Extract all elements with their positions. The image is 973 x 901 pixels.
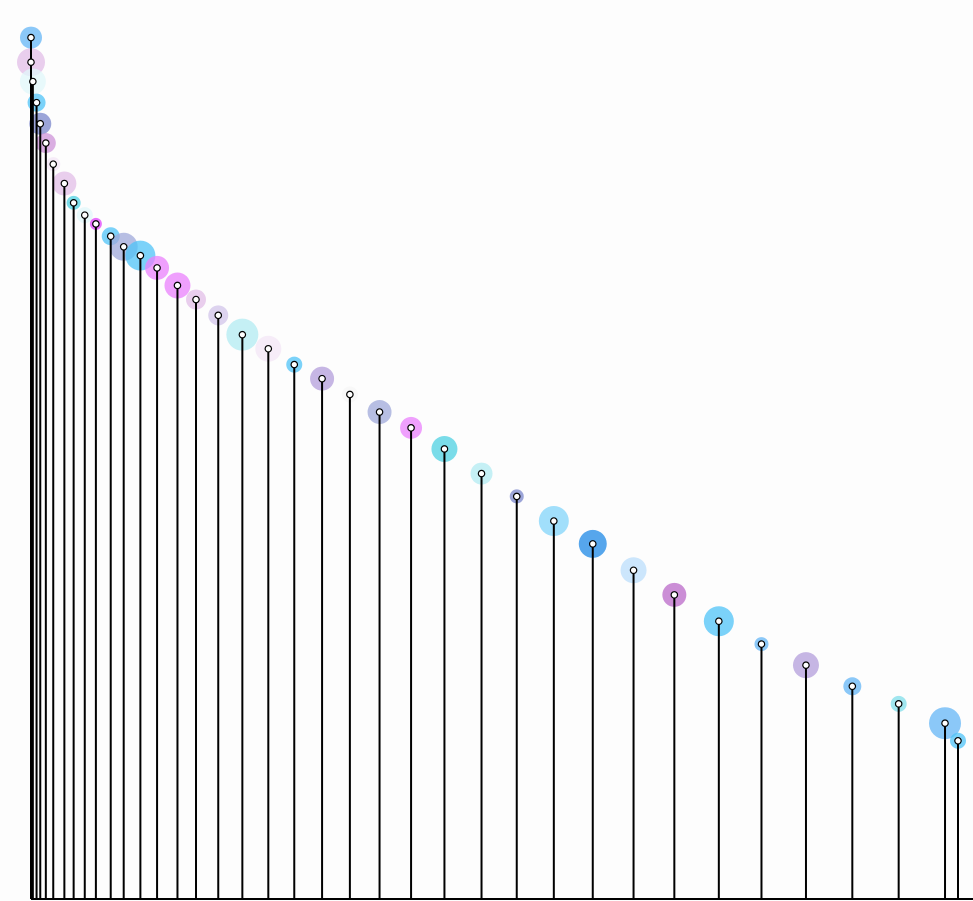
data-point-marker bbox=[238, 330, 247, 339]
data-point-marker bbox=[36, 119, 45, 128]
markers-group bbox=[27, 33, 962, 745]
data-point-marker bbox=[27, 33, 35, 42]
data-point-marker bbox=[477, 469, 486, 478]
data-point-marker bbox=[440, 445, 449, 453]
data-point-marker bbox=[27, 58, 35, 66]
data-point-marker bbox=[894, 700, 903, 708]
data-point-marker bbox=[848, 682, 857, 691]
data-point-marker bbox=[69, 199, 78, 207]
data-point-marker bbox=[173, 281, 182, 290]
data-point-marker bbox=[670, 591, 679, 599]
data-point-marker bbox=[264, 344, 273, 353]
data-point-marker bbox=[290, 360, 299, 369]
data-point-marker bbox=[512, 492, 521, 501]
data-point-marker bbox=[214, 311, 223, 320]
data-point-marker bbox=[29, 77, 37, 86]
data-point-marker bbox=[954, 736, 962, 745]
data-point-marker bbox=[629, 566, 638, 575]
data-point-marker bbox=[60, 179, 69, 188]
data-point-marker bbox=[802, 661, 810, 669]
data-point-marker bbox=[318, 374, 326, 383]
data-point-marker bbox=[715, 617, 723, 626]
data-point-marker bbox=[119, 242, 128, 251]
data-point-marker bbox=[375, 408, 384, 416]
bubbles-group bbox=[17, 26, 966, 749]
data-point-marker bbox=[757, 640, 766, 648]
data-point-marker bbox=[49, 160, 58, 168]
data-point-marker bbox=[588, 540, 597, 548]
data-point-marker bbox=[42, 139, 50, 147]
data-point-marker bbox=[32, 98, 41, 107]
data-point-marker bbox=[407, 424, 415, 432]
data-point-marker bbox=[192, 295, 200, 304]
data-point-marker bbox=[136, 251, 145, 260]
data-point-marker bbox=[92, 220, 100, 228]
data-point-marker bbox=[346, 390, 354, 399]
data-point-marker bbox=[550, 517, 558, 525]
stems-group bbox=[30, 37, 959, 899]
data-point-marker bbox=[153, 264, 161, 272]
data-point-marker bbox=[106, 232, 115, 241]
data-point-marker bbox=[941, 719, 949, 728]
data-point-marker bbox=[80, 211, 89, 219]
